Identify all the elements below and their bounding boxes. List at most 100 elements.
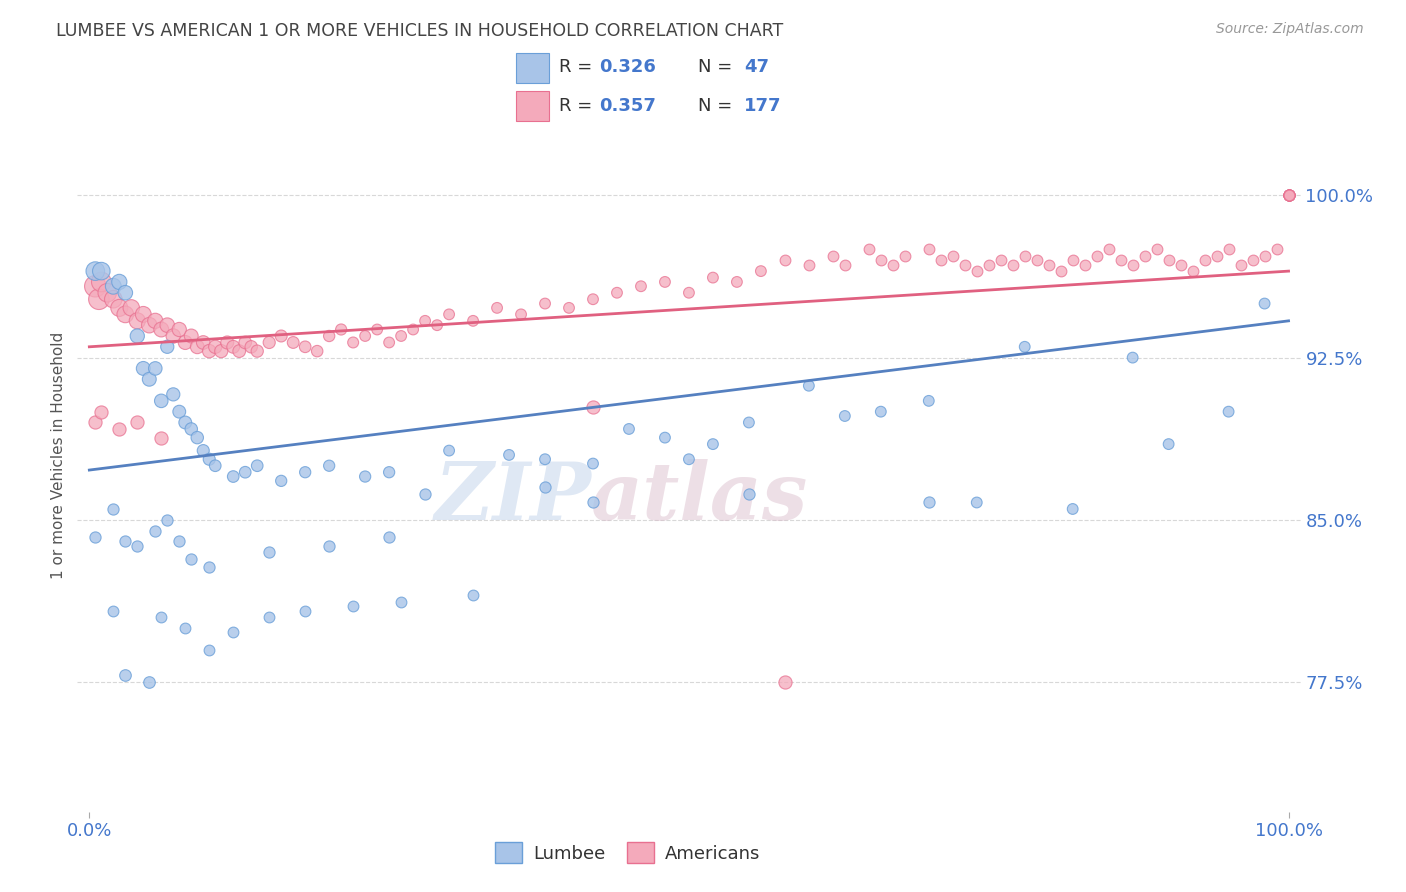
Point: [90, 275, 112, 289]
Point: [84, 279, 107, 293]
Text: N =: N =: [697, 59, 738, 77]
Text: N =: N =: [697, 96, 738, 114]
Point: [186, 431, 208, 445]
Point: [929, 253, 952, 268]
Point: [138, 372, 160, 386]
Point: [294, 604, 316, 618]
Point: [204, 340, 226, 354]
Point: [156, 340, 179, 354]
Point: [977, 258, 1000, 272]
Point: [1277, 188, 1299, 202]
Point: [150, 610, 173, 624]
Point: [257, 335, 280, 350]
Point: [1241, 253, 1264, 268]
Point: [378, 465, 401, 479]
Point: [318, 458, 340, 473]
Point: [198, 452, 221, 467]
Point: [918, 243, 941, 257]
Point: [773, 253, 796, 268]
Point: [103, 502, 125, 516]
Point: [378, 530, 401, 544]
Point: [174, 621, 197, 635]
Point: [1014, 249, 1036, 263]
Point: [114, 668, 136, 682]
Point: [138, 675, 160, 690]
Point: [942, 249, 965, 263]
Point: [582, 457, 605, 471]
Point: [437, 443, 460, 458]
Point: [193, 443, 215, 458]
Point: [1277, 188, 1299, 202]
Point: [1049, 264, 1071, 278]
Point: [1062, 502, 1084, 516]
Point: [1073, 258, 1095, 272]
Point: [246, 458, 269, 473]
Point: [127, 329, 149, 343]
Point: [114, 307, 136, 321]
Point: [606, 285, 628, 300]
Point: [228, 344, 250, 359]
Point: [366, 322, 388, 336]
Point: [882, 258, 904, 272]
Point: [1229, 258, 1251, 272]
Text: LUMBEE VS AMERICAN 1 OR MORE VEHICLES IN HOUSEHOLD CORRELATION CHART: LUMBEE VS AMERICAN 1 OR MORE VEHICLES IN…: [56, 22, 783, 40]
Point: [1122, 258, 1144, 272]
Point: [1277, 188, 1299, 202]
Point: [257, 610, 280, 624]
Point: [1253, 296, 1275, 310]
Point: [1001, 258, 1024, 272]
Point: [797, 378, 820, 392]
Point: [1218, 405, 1240, 419]
Point: [486, 301, 509, 315]
Point: [180, 551, 202, 566]
Point: [678, 452, 700, 467]
Point: [1062, 253, 1084, 268]
Point: [1277, 188, 1299, 202]
Point: [894, 249, 917, 263]
Point: [1277, 188, 1299, 202]
Point: [108, 301, 131, 315]
Point: [127, 314, 149, 328]
Point: [84, 530, 107, 544]
Point: [193, 335, 215, 350]
Point: [1265, 243, 1288, 257]
Point: [1277, 188, 1299, 202]
Point: [918, 495, 941, 509]
Point: [246, 344, 269, 359]
Text: 47: 47: [744, 59, 769, 77]
Point: [120, 301, 142, 315]
Point: [1194, 253, 1216, 268]
Point: [222, 340, 245, 354]
Point: [108, 275, 131, 289]
Point: [1218, 243, 1240, 257]
Point: [103, 604, 125, 618]
Point: [127, 539, 149, 553]
Point: [217, 335, 239, 350]
Point: [413, 487, 436, 501]
Point: [582, 292, 605, 306]
Point: [150, 322, 173, 336]
Point: [654, 275, 676, 289]
Point: [1277, 188, 1299, 202]
Text: R =: R =: [560, 59, 598, 77]
Point: [702, 270, 724, 285]
Point: [1277, 188, 1299, 202]
Point: [180, 329, 202, 343]
Point: [1025, 253, 1047, 268]
Text: 177: 177: [744, 96, 782, 114]
Point: [1038, 258, 1060, 272]
Point: [858, 243, 880, 257]
Point: [738, 487, 761, 501]
Point: [617, 422, 640, 436]
Point: [1133, 249, 1156, 263]
Point: [294, 465, 316, 479]
Point: [283, 335, 305, 350]
Point: [174, 416, 197, 430]
Point: [1277, 188, 1299, 202]
Point: [1253, 249, 1275, 263]
Point: [156, 513, 179, 527]
Point: [174, 335, 197, 350]
Point: [198, 560, 221, 574]
Point: [654, 431, 676, 445]
Point: [198, 642, 221, 657]
